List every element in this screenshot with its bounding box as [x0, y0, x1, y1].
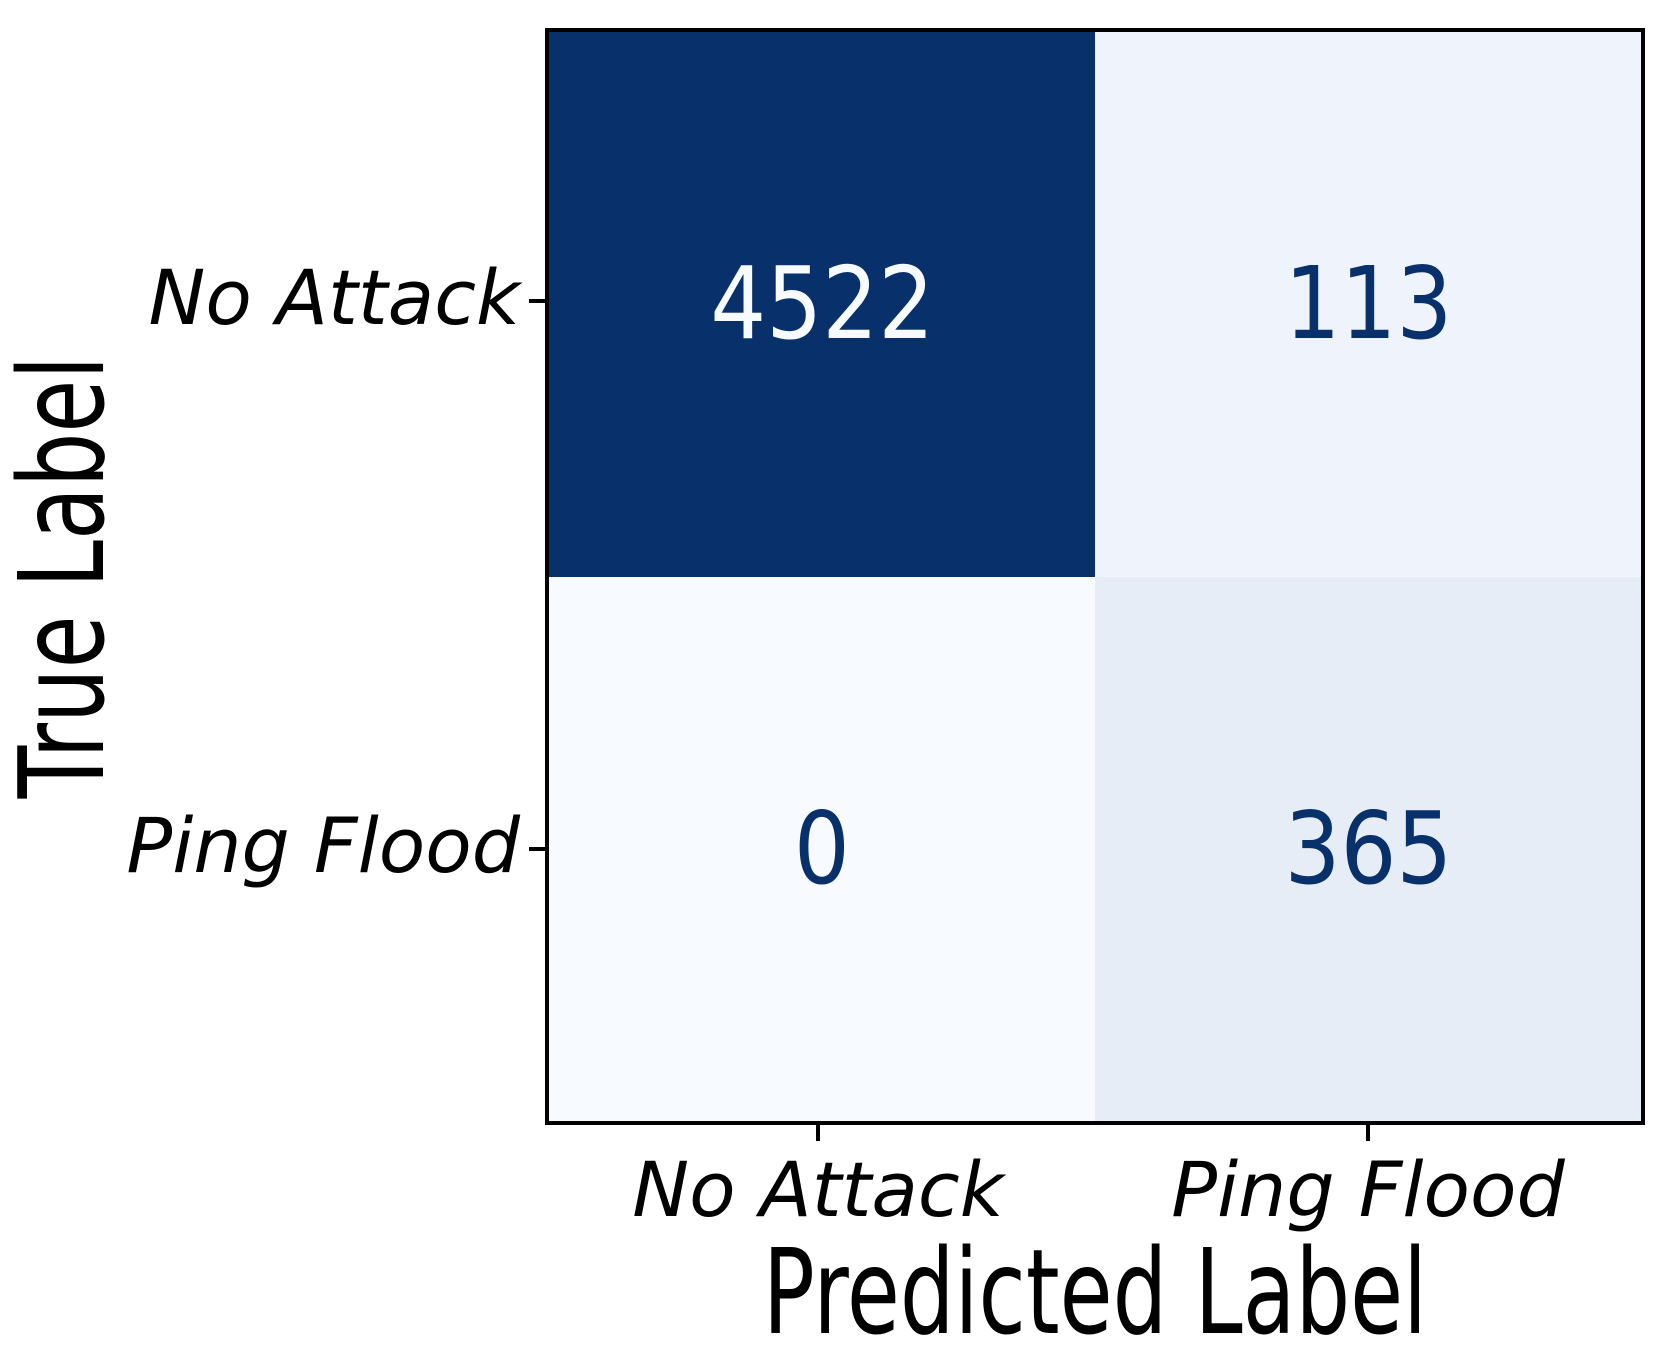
x-tick-mark-pingflood: [1366, 1125, 1370, 1141]
x-axis-title: Predicted Label: [640, 1233, 1550, 1351]
cell-value: 4522: [710, 245, 934, 363]
y-axis-title-text: True Label: [0, 355, 131, 799]
confusion-matrix-plot: 4522 113 0 365: [545, 28, 1645, 1125]
matrix-cell-true-pingflood-pred-noattack: 0: [549, 576, 1095, 1121]
x-tick-label-noattack: No Attack: [632, 1145, 1004, 1234]
y-tick-mark-noattack: [529, 299, 545, 303]
matrix-cell-true-noattack-pred-noattack: 4522: [549, 32, 1095, 577]
x-tick-label-pingflood: Ping Flood: [1171, 1145, 1565, 1234]
y-tick-mark-pingflood: [529, 847, 545, 851]
matrix-cell-true-pingflood-pred-pingflood: 365: [1095, 576, 1641, 1121]
cell-value: 0: [794, 789, 850, 907]
x-axis-title-text: Predicted Label: [762, 1223, 1428, 1357]
x-tick-mark-noattack: [816, 1125, 820, 1141]
matrix-cell-true-noattack-pred-pingflood: 113: [1095, 32, 1641, 577]
cell-value: 365: [1284, 789, 1452, 907]
cell-value: 113: [1284, 245, 1452, 363]
y-tick-label-pingflood: Ping Flood: [126, 800, 520, 890]
y-axis-title: True Label: [0, 274, 131, 880]
y-tick-label-noattack: No Attack: [148, 252, 520, 342]
